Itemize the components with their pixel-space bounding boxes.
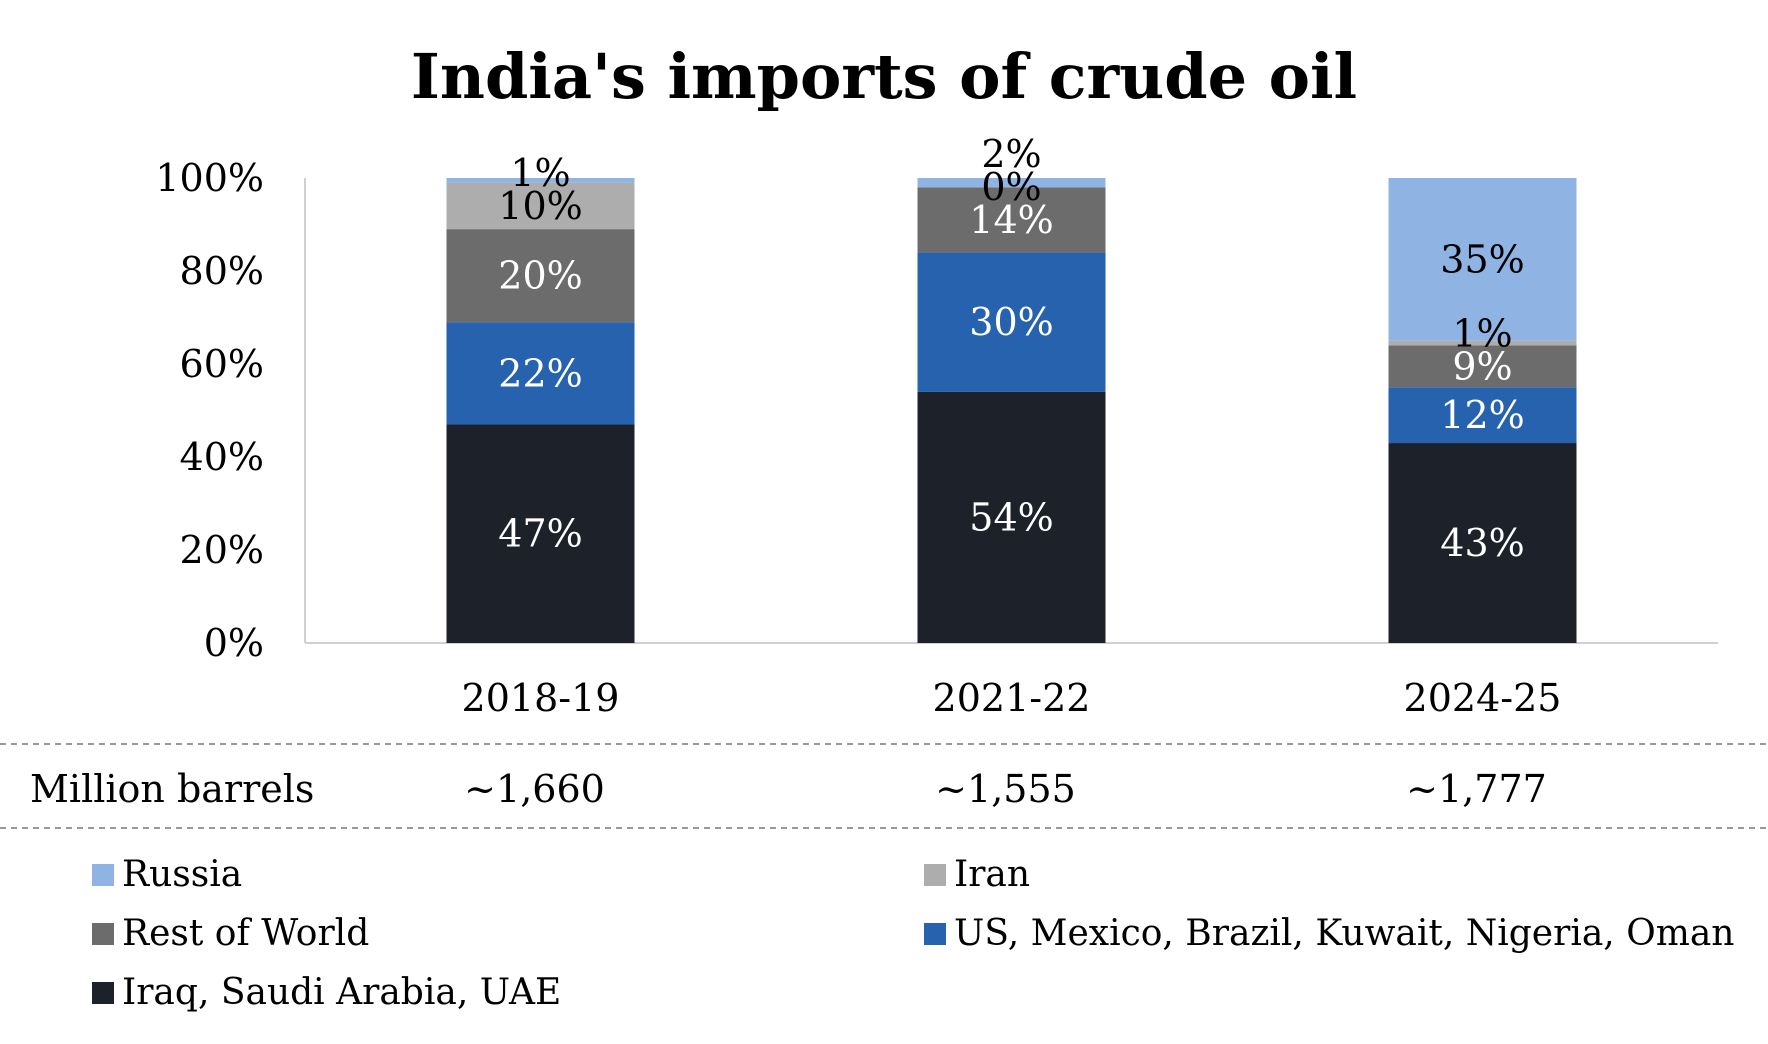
x-tick-label: 2024-25 [1404, 676, 1562, 720]
bar-segment [1388, 387, 1577, 444]
legend-item-us-group: US, Mexico, Brazil, Kuwait, Nigeria, Oma… [924, 913, 1735, 954]
data-label: 1% [1452, 311, 1512, 355]
data-label: 35% [1440, 237, 1524, 281]
legend-item-iran: Iran [924, 854, 1030, 895]
bar-segment [446, 182, 635, 230]
chart-title: India's imports of crude oil [411, 40, 1357, 113]
legend-swatch-iran [924, 863, 946, 886]
x-axis-labels: 2018-19 2021-22 2024-25 [462, 676, 1562, 720]
table-values: ~1,660 ~1,555 ~1,777 [464, 767, 1547, 811]
data-label: 47% [498, 512, 582, 556]
bar-segment [917, 252, 1106, 392]
legend-label: Rest of World [122, 913, 370, 954]
bar-segment [446, 229, 635, 323]
data-label: 0% [981, 165, 1041, 209]
legend-label: US, Mexico, Brazil, Kuwait, Nigeria, Oma… [954, 913, 1735, 954]
bar-segment [1388, 345, 1577, 388]
table-cell: ~1,555 [935, 767, 1076, 811]
y-tick-label: 100% [155, 156, 264, 200]
legend-swatch-us-group [924, 922, 946, 945]
bar-segment [917, 187, 1106, 253]
bars-group: 47%22%20%10%1%54%30%14%0%2%43%12%9%1%35% [446, 132, 1577, 643]
legend-item-russia: Russia [92, 854, 242, 895]
legend-label: Iran [954, 854, 1031, 895]
legend-item-rest-of-world: Rest of World [92, 913, 369, 954]
y-tick-label: 20% [180, 528, 264, 572]
x-tick-label: 2018-19 [462, 676, 620, 720]
legend-swatch-russia [92, 863, 114, 886]
data-label: 2% [981, 132, 1041, 176]
table-cell: ~1,777 [1406, 767, 1547, 811]
legend-label: Russia [122, 854, 243, 895]
data-label: 54% [969, 495, 1053, 539]
bar-segment [1388, 443, 1577, 643]
data-label: 30% [969, 300, 1053, 344]
table-row-label: Million barrels [30, 767, 314, 811]
y-axis: 0% 20% 40% 60% 80% 100% [155, 156, 1718, 665]
bar-segment [1388, 340, 1577, 346]
data-label: 1% [510, 151, 570, 195]
data-label: 20% [498, 254, 582, 298]
y-tick-label: 40% [180, 435, 264, 479]
table-cell: ~1,660 [464, 767, 605, 811]
data-label: 10% [498, 184, 582, 228]
legend-swatch-rest-of-world [92, 922, 114, 945]
bar-segment [1388, 178, 1577, 341]
data-label: 12% [1440, 393, 1524, 437]
data-label: 43% [1440, 521, 1524, 565]
data-label: 22% [498, 351, 582, 395]
x-tick-label: 2021-22 [933, 676, 1091, 720]
legend-swatch-gulf-group [92, 981, 114, 1004]
bar-segment [917, 178, 1106, 188]
data-label: 9% [1452, 344, 1512, 388]
bar-segment [446, 424, 635, 643]
bar-segment [446, 178, 635, 183]
bar-segment [446, 322, 635, 425]
bar-segment [917, 391, 1106, 643]
data-label: 14% [969, 198, 1053, 242]
y-tick-label: 80% [180, 249, 264, 293]
y-tick-label: 60% [180, 342, 264, 386]
y-tick-label: 0% [204, 621, 264, 665]
legend-item-gulf-group: Iraq, Saudi Arabia, UAE [92, 972, 561, 1013]
legend-label: Iraq, Saudi Arabia, UAE [122, 972, 562, 1013]
